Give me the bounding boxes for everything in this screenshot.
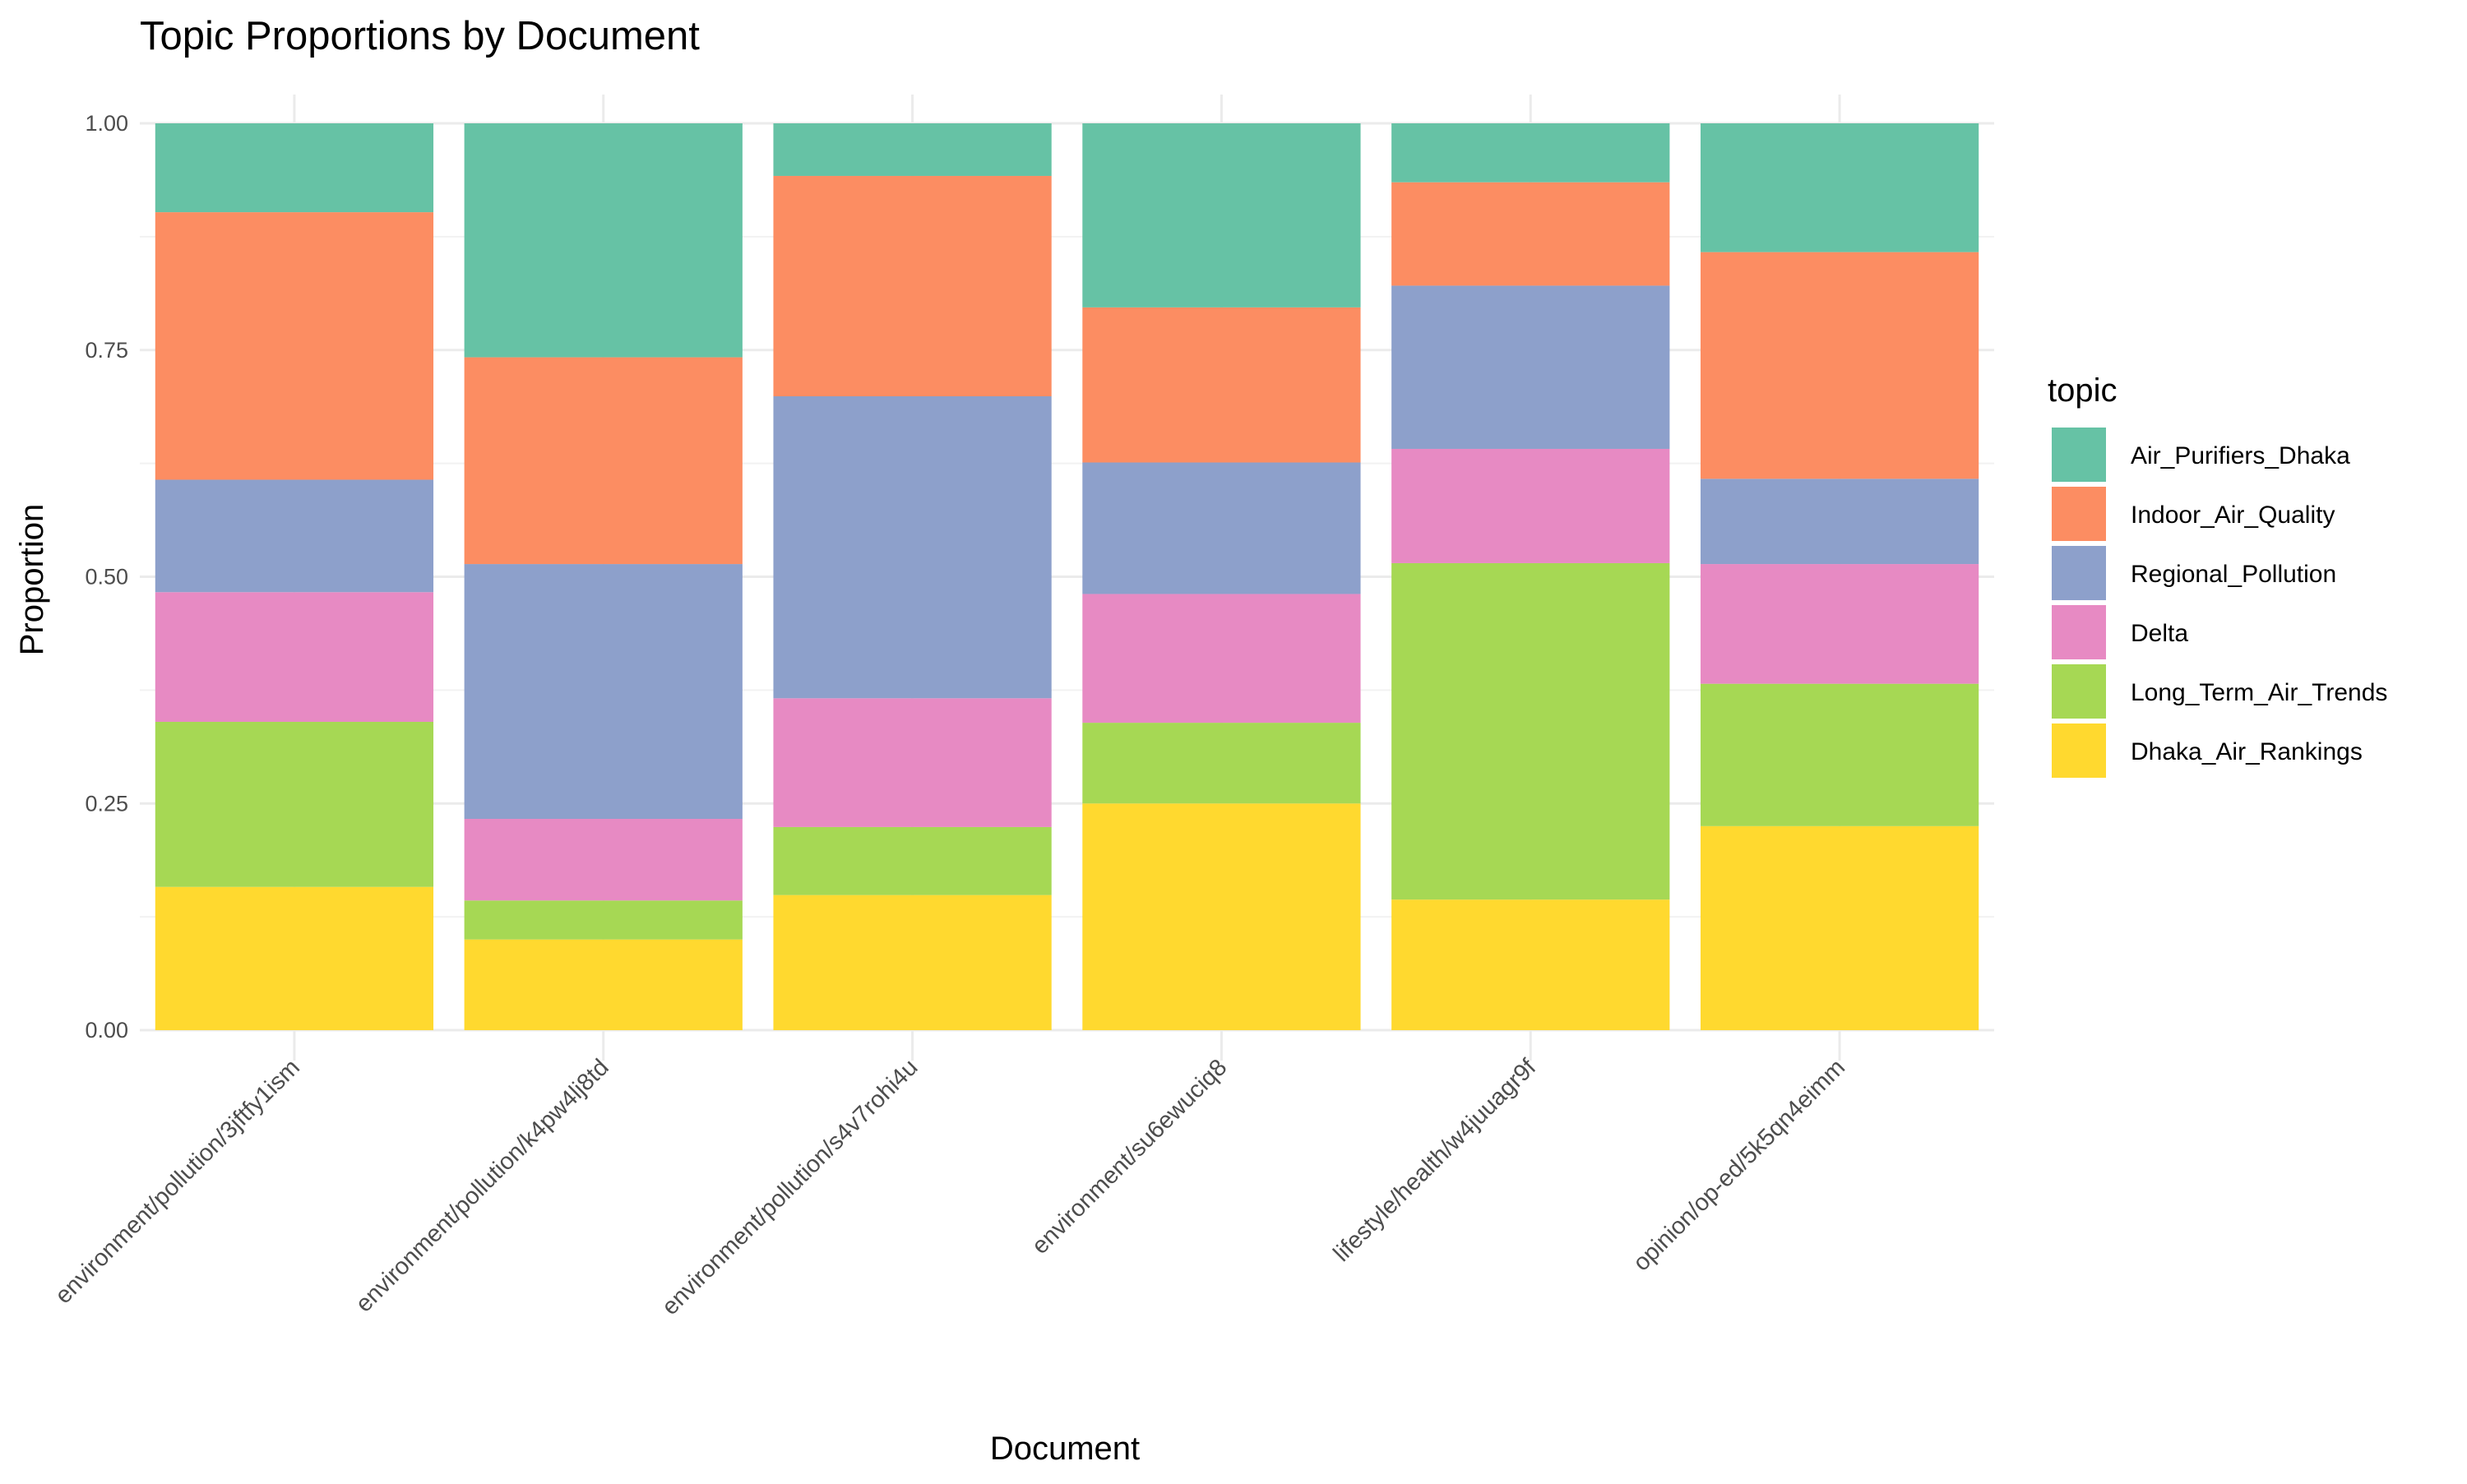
bar-segment bbox=[1082, 594, 1361, 724]
bar-segment bbox=[1700, 825, 1979, 1030]
bar-segment bbox=[155, 479, 434, 593]
bar-segment bbox=[1700, 252, 1979, 479]
legend-label: Delta bbox=[2131, 620, 2188, 647]
legend-title: topic bbox=[2048, 372, 2118, 409]
bar-segment bbox=[1391, 899, 1670, 1030]
y-tick-label: 0.00 bbox=[85, 1018, 128, 1042]
legend-item: Regional_Pollution bbox=[2052, 546, 2336, 600]
bar-segment bbox=[773, 826, 1052, 895]
legend-item: Air_Purifiers_Dhaka bbox=[2052, 428, 2350, 482]
legend-swatch bbox=[2052, 664, 2106, 719]
legend-item: Delta bbox=[2052, 605, 2188, 659]
bar-segment bbox=[155, 886, 434, 1030]
legend-item: Dhaka_Air_Rankings bbox=[2052, 724, 2363, 778]
y-axis: 0.00 0.25 0.50 0.75 1.00 bbox=[85, 111, 128, 1042]
y-tick-label: 1.00 bbox=[85, 111, 128, 136]
bar-segment bbox=[773, 175, 1052, 397]
bar-segment bbox=[464, 123, 743, 358]
legend-label: Air_Purifiers_Dhaka bbox=[2131, 442, 2350, 469]
bar-segment bbox=[1700, 564, 1979, 684]
bar-stack bbox=[773, 123, 1052, 1030]
bar-segment bbox=[1700, 478, 1979, 565]
legend-item: Indoor_Air_Quality bbox=[2052, 487, 2335, 541]
bar-segment bbox=[155, 592, 434, 722]
x-axis-title: Document bbox=[990, 1431, 1140, 1467]
bar-segment bbox=[1700, 683, 1979, 826]
chart-title: Topic Proportions by Document bbox=[140, 14, 700, 58]
bar-segment bbox=[1391, 123, 1670, 183]
bar-segment bbox=[1391, 448, 1670, 563]
bar-segment bbox=[1082, 307, 1361, 463]
bar-segment bbox=[464, 819, 743, 901]
legend-swatch bbox=[2052, 724, 2106, 778]
bar-segment bbox=[155, 212, 434, 480]
y-tick-label: 0.50 bbox=[85, 565, 128, 589]
x-axis: environment/pollution/3jftfy1ism environm… bbox=[50, 1054, 1850, 1320]
bar-segment bbox=[1082, 462, 1361, 594]
bar-stack bbox=[464, 123, 743, 1030]
bar-stack bbox=[1391, 123, 1670, 1030]
bar-segment bbox=[1082, 123, 1361, 307]
bar-segment bbox=[464, 564, 743, 820]
x-tick-label: environment/pollution/k4pw4lj8td bbox=[351, 1054, 614, 1317]
bars bbox=[155, 123, 1979, 1030]
x-tick-label: environment/su6ewuciq8 bbox=[1027, 1054, 1232, 1259]
legend-item: Long_Term_Air_Trends bbox=[2052, 664, 2387, 719]
y-tick-label: 0.25 bbox=[85, 791, 128, 816]
bar-segment bbox=[1700, 123, 1979, 252]
bar-segment bbox=[1082, 803, 1361, 1030]
bar-segment bbox=[464, 939, 743, 1030]
bar-segment bbox=[773, 895, 1052, 1030]
x-tick-label: opinion/op-ed/5k5qn4eimm bbox=[1628, 1054, 1850, 1276]
legend-label: Indoor_Air_Quality bbox=[2131, 502, 2335, 529]
y-tick-label: 0.75 bbox=[85, 338, 128, 363]
bar-segment bbox=[1391, 182, 1670, 286]
legend-swatch bbox=[2052, 546, 2106, 600]
bar-stack bbox=[1700, 123, 1979, 1030]
bar-segment bbox=[155, 721, 434, 887]
legend-swatch bbox=[2052, 428, 2106, 482]
legend-label: Regional_Pollution bbox=[2131, 561, 2336, 588]
bar-segment bbox=[1082, 723, 1361, 804]
legend-label: Long_Term_Air_Trends bbox=[2131, 679, 2387, 706]
bar-segment bbox=[773, 396, 1052, 699]
x-tick-label: environment/pollution/s4v7rohi4u bbox=[657, 1054, 923, 1320]
bar-segment bbox=[464, 900, 743, 940]
legend-label: Dhaka_Air_Rankings bbox=[2131, 738, 2363, 765]
bar-stack bbox=[1082, 123, 1361, 1030]
x-tick-label: lifestyle/health/w4juuagr9f bbox=[1329, 1054, 1542, 1267]
bar-segment bbox=[773, 123, 1052, 176]
bar-segment bbox=[464, 357, 743, 565]
bar-stack bbox=[155, 123, 434, 1030]
x-tick-label: environment/pollution/3jftfy1ism bbox=[50, 1054, 305, 1309]
legend: topic Air_Purifiers_Dhaka Indoor_Air_Qual… bbox=[2048, 372, 2387, 778]
legend-swatch bbox=[2052, 605, 2106, 659]
bar-segment bbox=[155, 123, 434, 213]
bar-segment bbox=[773, 698, 1052, 827]
bar-segment bbox=[1391, 285, 1670, 449]
bar-segment bbox=[1391, 562, 1670, 900]
y-axis-title: Proportion bbox=[14, 504, 50, 656]
legend-items: Air_Purifiers_Dhaka Indoor_Air_Quality Reg… bbox=[2052, 428, 2387, 778]
legend-swatch bbox=[2052, 487, 2106, 541]
